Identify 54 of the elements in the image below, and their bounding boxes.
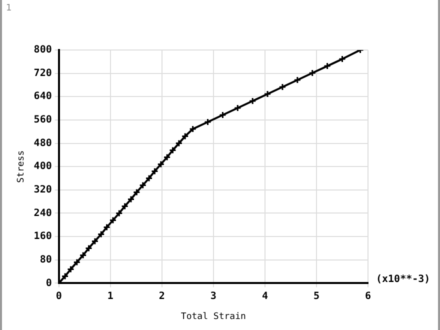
point <box>218 111 226 119</box>
point <box>189 125 197 133</box>
text: 1 <box>6 3 12 14</box>
point <box>234 104 242 112</box>
point <box>150 168 158 176</box>
point <box>109 216 117 224</box>
point <box>278 83 286 91</box>
point <box>127 196 135 203</box>
x-tick-label: 6 <box>364 290 372 302</box>
y-tick-label: 240 <box>34 208 52 219</box>
point <box>294 76 302 84</box>
y-tick-label: 560 <box>34 114 52 126</box>
point <box>73 258 81 266</box>
point <box>61 272 69 280</box>
x-axis-title: Total Strain <box>180 312 246 322</box>
x-tick-label: 1 <box>107 290 114 302</box>
point <box>248 97 256 105</box>
point <box>264 90 272 98</box>
point <box>163 154 171 162</box>
point <box>84 244 92 252</box>
y-tick-label: 0 <box>46 278 52 289</box>
y-tick-label: 480 <box>34 138 52 149</box>
y-tick-label: 400 <box>34 161 52 172</box>
y-axis-title: Stress <box>16 150 27 183</box>
point <box>132 188 140 196</box>
y-tick-label: 320 <box>34 184 52 196</box>
x-tick-label: 2 <box>158 290 165 302</box>
y-tick-label: 80 <box>40 254 52 266</box>
point <box>139 182 147 190</box>
x-tick-label: 4 <box>262 290 268 302</box>
point <box>338 55 346 63</box>
point <box>324 62 332 70</box>
point <box>204 118 212 126</box>
point <box>103 223 111 231</box>
point <box>91 237 99 245</box>
point <box>168 146 176 154</box>
point <box>145 174 153 182</box>
y-tick-label: 720 <box>34 68 52 79</box>
point <box>157 160 165 168</box>
point <box>175 140 183 148</box>
point <box>121 202 129 210</box>
point <box>308 69 316 77</box>
y-tick-label: 800 <box>34 44 52 56</box>
point <box>66 265 74 273</box>
y-tick-label: 160 <box>34 231 52 242</box>
x-tick-label: 5 <box>313 290 320 302</box>
text: (x10**-3) <box>376 274 430 285</box>
point <box>97 230 105 238</box>
x-tick-label: 3 <box>210 290 216 302</box>
y-tick-label: 640 <box>34 91 52 102</box>
point <box>79 251 87 259</box>
point <box>181 132 189 140</box>
point <box>115 209 123 217</box>
x-tick-label: 0 <box>56 290 62 302</box>
